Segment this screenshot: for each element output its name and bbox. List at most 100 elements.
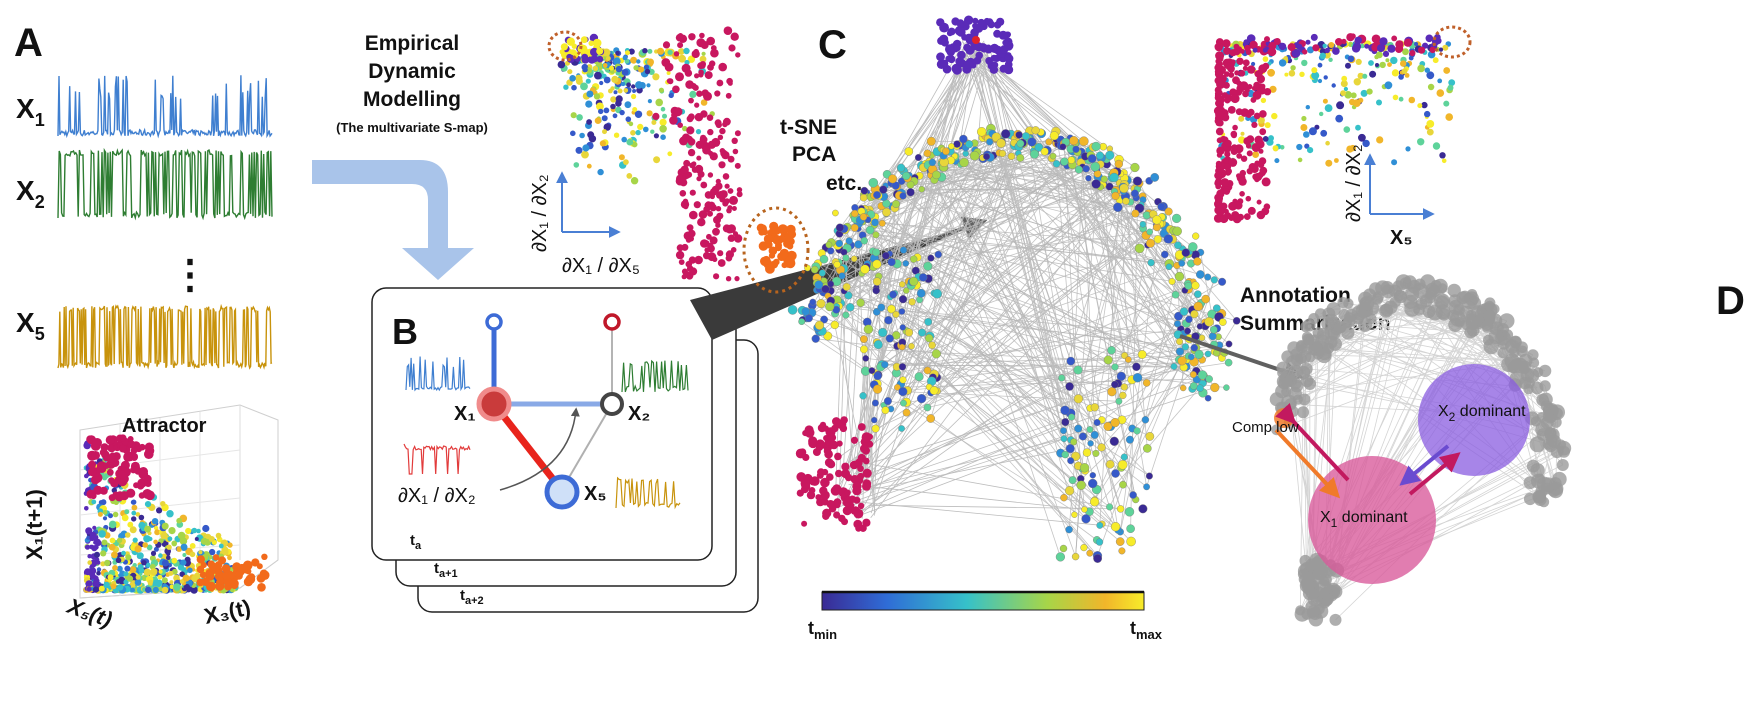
scatter-right-point <box>1325 159 1333 167</box>
c-node <box>827 247 835 255</box>
node-x5 <box>544 474 580 510</box>
c-node <box>860 264 870 274</box>
attractor-point <box>215 532 222 539</box>
scatter-right-point <box>1402 48 1409 56</box>
attractor-point <box>146 562 151 568</box>
scatter-right-point <box>1417 103 1423 109</box>
d-node <box>1523 384 1534 395</box>
scatter-right-point-top <box>1379 37 1388 46</box>
scatter-right-point <box>1311 67 1318 74</box>
scatter-left-point-magenta <box>677 122 683 128</box>
c-edge <box>853 354 1143 485</box>
c-edge <box>1069 362 1229 387</box>
attractor-point-magenta <box>118 470 127 479</box>
scatter-left-point-dense <box>580 36 588 44</box>
scatter-left-point-magenta <box>678 259 685 265</box>
scatter-left-point <box>609 65 614 71</box>
scatter-left-point <box>658 87 665 93</box>
c-edge <box>1078 196 1126 399</box>
c-node-magenta <box>796 489 804 497</box>
scatter-right-point <box>1279 145 1285 150</box>
scatter-left-point <box>571 84 577 91</box>
scatter-right-point-top <box>1324 47 1331 54</box>
c-node-magenta <box>857 502 865 510</box>
scatter-right-point <box>1238 115 1245 122</box>
scatter-left-point <box>667 151 673 157</box>
scatter-right-point <box>1345 62 1351 69</box>
c-node-magenta <box>820 490 830 500</box>
c-edge <box>880 168 931 368</box>
attractor-point-magenta <box>106 454 116 463</box>
scatter-right-point-magenta <box>1250 97 1257 103</box>
c-node <box>844 291 853 300</box>
c-node-magenta <box>842 497 852 507</box>
c-node <box>883 397 892 406</box>
slice-label-ta: ta <box>410 532 422 552</box>
c-edge <box>860 281 1223 496</box>
scatter-right-point <box>1376 136 1384 144</box>
attractor-point <box>169 584 175 589</box>
c-node <box>1139 220 1147 228</box>
c-node <box>1090 430 1099 439</box>
scatter-left-point <box>648 68 655 75</box>
attractor-point <box>124 509 130 515</box>
scatter-right-point-magenta <box>1228 215 1235 221</box>
scatter-left-point-magenta <box>679 190 687 197</box>
c-node <box>823 331 833 341</box>
c-node <box>1095 538 1104 546</box>
c-node <box>873 340 883 350</box>
c-node <box>898 343 906 351</box>
panel-letter-d: D <box>1716 279 1745 323</box>
c-node <box>1147 259 1155 267</box>
scatter-right-point-magenta <box>1253 81 1261 89</box>
c-node <box>873 371 882 381</box>
scatter-left-point-magenta <box>734 130 741 137</box>
scatter-left-point <box>689 90 697 98</box>
c-node-magenta <box>809 478 816 486</box>
c-node-magenta <box>841 462 850 471</box>
c-node <box>1188 353 1195 361</box>
c-edge <box>972 51 1143 355</box>
c-node-magenta <box>824 449 833 459</box>
scatter-right-point-top <box>1262 47 1268 53</box>
d-node <box>1467 296 1482 310</box>
scatter-left-point-magenta <box>682 198 689 204</box>
c-node <box>1115 397 1123 405</box>
c-node <box>1093 419 1101 427</box>
scatter-left-point <box>636 59 641 64</box>
scatter-right-point-magenta <box>1214 42 1224 52</box>
scatter-left-point-magenta <box>736 187 743 193</box>
attractor-x-axis-right: X₃(t) <box>202 595 253 629</box>
d-node <box>1484 300 1495 311</box>
c-node <box>910 255 918 263</box>
scatter-right-point <box>1379 61 1386 69</box>
scatter-right-point <box>1369 70 1377 78</box>
attractor-point <box>191 574 199 583</box>
c-node-magenta <box>801 520 808 527</box>
scatter-left-point <box>603 123 611 131</box>
scatter-right-point <box>1385 58 1390 63</box>
scatter-right-point-magenta <box>1258 148 1264 154</box>
c-node <box>868 177 879 188</box>
scatter-left-point <box>630 177 639 185</box>
attractor-point <box>92 586 99 593</box>
attractor-point <box>183 583 190 591</box>
c-node <box>1131 209 1140 218</box>
c-node <box>932 288 943 299</box>
c-edge <box>968 40 1198 380</box>
scatter-right-point <box>1426 128 1434 136</box>
c-node-magenta <box>844 473 853 482</box>
scatter-right-point <box>1301 115 1307 122</box>
c-node <box>1060 405 1070 415</box>
c-node-purple <box>936 52 945 62</box>
attractor-point <box>87 554 92 559</box>
scatter-right-point-magenta <box>1232 47 1241 56</box>
attractor-point <box>84 544 91 550</box>
scatter-left-point-magenta <box>697 170 705 178</box>
attractor-point <box>156 507 163 514</box>
c-node-magenta <box>852 486 862 496</box>
d-node <box>1512 357 1528 373</box>
c-node-magenta <box>815 494 822 501</box>
d-node <box>1523 492 1537 506</box>
c-node <box>1232 316 1241 325</box>
